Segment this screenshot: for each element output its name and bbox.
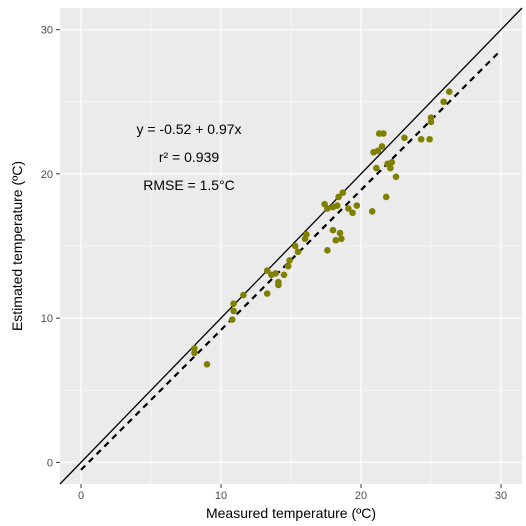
equation-annotation: y = -0.52 + 0.97x bbox=[136, 121, 241, 137]
data-point bbox=[284, 262, 292, 270]
data-point bbox=[228, 316, 236, 323]
data-point bbox=[240, 291, 247, 299]
data-point bbox=[280, 271, 288, 279]
data-point bbox=[445, 88, 453, 95]
reference-line-layer bbox=[59, 7, 523, 485]
y-tick-label: 30 bbox=[41, 25, 53, 37]
data-point bbox=[427, 114, 435, 121]
data-point bbox=[440, 98, 447, 106]
data-point bbox=[345, 205, 352, 212]
x-tick-label: 0 bbox=[78, 490, 84, 502]
data-point bbox=[275, 278, 282, 286]
data-point bbox=[353, 202, 361, 209]
data-point bbox=[272, 270, 279, 277]
data-point bbox=[336, 229, 344, 237]
data-point bbox=[332, 236, 340, 244]
y-axis-title: Estimated temperature (ºC) bbox=[9, 161, 25, 331]
data-point bbox=[349, 209, 356, 217]
data-point bbox=[417, 135, 425, 143]
rmse-annotation: RMSE = 1.5°C bbox=[143, 177, 235, 193]
data-point bbox=[191, 345, 198, 352]
data-point bbox=[230, 307, 237, 315]
data-point bbox=[368, 208, 376, 215]
grid-lines bbox=[60, 8, 522, 484]
x-tick-label: 10 bbox=[215, 490, 227, 502]
data-point bbox=[373, 164, 380, 172]
data-point bbox=[382, 193, 390, 201]
data-point bbox=[387, 164, 394, 172]
data-points bbox=[191, 88, 453, 368]
data-point bbox=[263, 290, 271, 297]
data-point bbox=[203, 360, 211, 368]
y-tick-label: 10 bbox=[41, 313, 53, 325]
data-point bbox=[426, 135, 433, 143]
data-point bbox=[324, 205, 331, 212]
data-point bbox=[333, 202, 341, 209]
data-point bbox=[329, 226, 337, 234]
data-point bbox=[388, 159, 396, 166]
y-tick-label: 20 bbox=[41, 169, 53, 181]
data-point bbox=[335, 193, 342, 201]
data-point bbox=[230, 300, 237, 307]
data-point bbox=[378, 143, 386, 150]
data-point bbox=[338, 235, 345, 243]
x-axis-title: Measured temperature (ºC) bbox=[206, 505, 376, 521]
data-point bbox=[294, 248, 302, 256]
data-point bbox=[374, 147, 382, 155]
data-point bbox=[324, 247, 331, 254]
data-point bbox=[291, 242, 299, 250]
x-tick-label: 20 bbox=[355, 490, 367, 502]
x-tick-label: 30 bbox=[495, 490, 507, 502]
identity-line bbox=[59, 7, 523, 485]
data-point bbox=[286, 257, 293, 264]
x-axis-ticks: 0 10 20 30 bbox=[78, 484, 507, 502]
data-point bbox=[263, 267, 271, 274]
data-point bbox=[392, 173, 400, 181]
y-tick-label: 0 bbox=[47, 457, 53, 469]
y-axis-ticks: 0 10 20 30 bbox=[41, 25, 60, 469]
data-point bbox=[339, 189, 347, 196]
data-point bbox=[303, 231, 310, 238]
r-squared-annotation: r² = 0.939 bbox=[159, 149, 220, 165]
data-point bbox=[380, 130, 387, 137]
data-point bbox=[401, 134, 408, 142]
